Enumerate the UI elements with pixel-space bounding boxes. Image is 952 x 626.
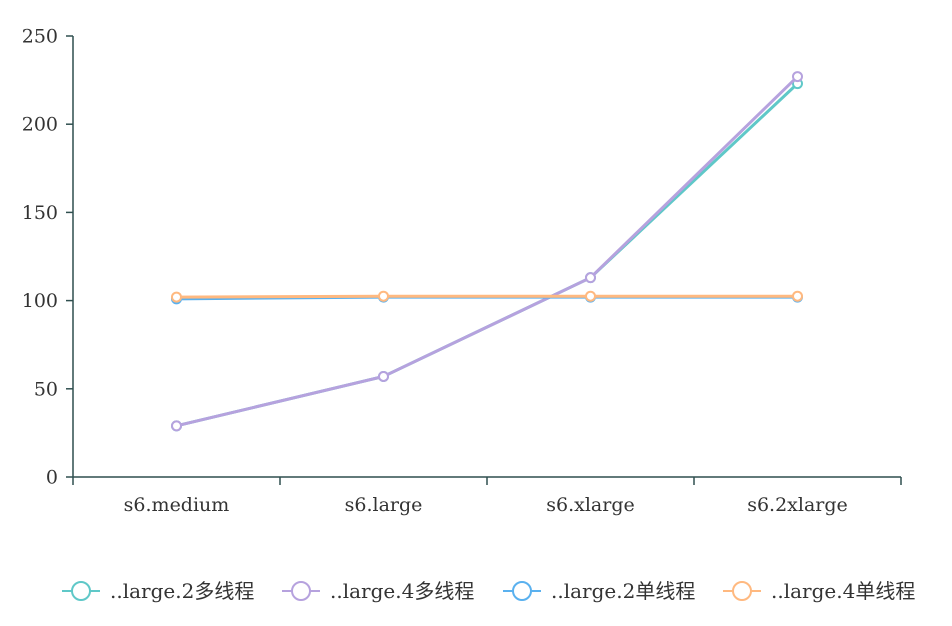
legend-item: ..large.4多线程 (282, 579, 474, 603)
series-line (175, 75, 799, 428)
x-tick-label: s6.xlarge (546, 494, 635, 516)
legend-label: ..large.2单线程 (551, 579, 695, 603)
data-point (378, 370, 389, 382)
legend-item: ..large.2单线程 (503, 579, 695, 603)
y-tick-label: 50 (34, 378, 58, 400)
legend-label: ..large.4单线程 (771, 579, 915, 603)
series-group (171, 78, 803, 432)
axes: 0 50 100 150 200 250 s6.medium s6.large s6.xlarg… (22, 26, 902, 516)
legend-label: ..large.2多线程 (110, 579, 254, 603)
x-tick-label: s6.medium (124, 494, 230, 516)
series-line (175, 82, 799, 428)
legend-item: ..large.2多线程 (62, 579, 254, 603)
series-group (171, 290, 803, 303)
legend-label: ..large.4多线程 (330, 579, 474, 603)
data-point (585, 272, 596, 284)
data-point (171, 420, 182, 432)
legend: ..large.2多线程 ..large.4多线程 ..large.2单线程 ..la… (62, 579, 915, 603)
data-point (378, 290, 389, 302)
data-point (792, 290, 803, 302)
y-tick-label: 250 (22, 26, 58, 48)
series-group (171, 71, 803, 432)
legend-item: ..large.4单线程 (723, 579, 915, 603)
y-tick-label: 200 (22, 114, 58, 136)
y-tick-label: 150 (22, 202, 58, 224)
data-point (792, 71, 803, 83)
data-point (585, 290, 596, 302)
x-tick-label: s6.large (345, 494, 423, 516)
y-tick-label: 100 (22, 290, 58, 312)
legend-marker-swatch (71, 581, 91, 601)
legend-marker-swatch (732, 581, 752, 601)
legend-marker-swatch (512, 581, 532, 601)
series-line (175, 294, 799, 299)
data-point (171, 291, 182, 303)
series-lines (171, 71, 803, 432)
legend-marker-swatch (291, 581, 311, 601)
x-tick-label: s6.2xlarge (747, 494, 848, 516)
y-tick-label: 0 (46, 467, 58, 489)
